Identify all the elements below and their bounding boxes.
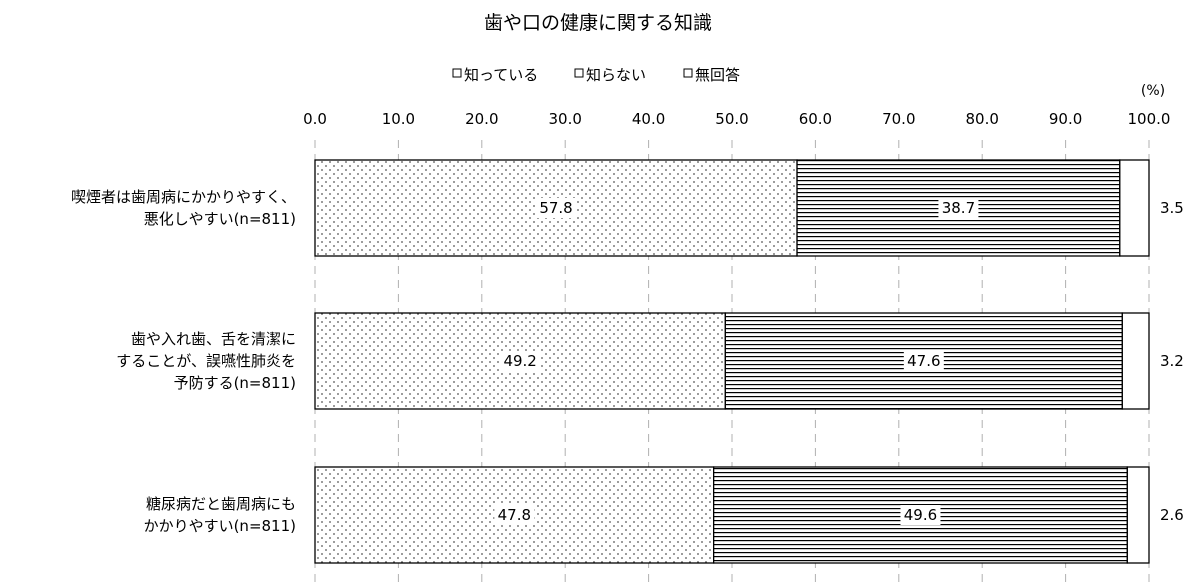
data-label: 47.8 xyxy=(498,506,531,524)
legend-label-series-2: 無回答 xyxy=(695,66,740,84)
x-axis-ticks: 0.0 10.0 20.0 30.0 40.0 50.0 60.0 70.0 80.0 90.0 1… xyxy=(303,110,1170,128)
data-label: 3.5 xyxy=(1160,199,1184,217)
legend-label-series-1: 知らない xyxy=(586,66,646,84)
x-tick-label: 30.0 xyxy=(548,110,581,128)
category-label-line: 歯や入れ歯、舌を清潔に xyxy=(131,330,296,348)
category-label-line: することが、誤嚥性肺炎を xyxy=(116,352,296,370)
category-labels: 喫煙者は歯周病にかかりやすく、悪化しやすい(n=811) 歯や入れ歯、舌を清潔にす… xyxy=(71,188,296,535)
legend: 知っている 知らない 無回答 xyxy=(452,66,740,84)
data-label-background xyxy=(900,505,941,525)
legend-item-series-0: 知っている xyxy=(452,66,538,84)
legend-swatch-series-1 xyxy=(574,68,584,78)
data-label: 2.6 xyxy=(1160,506,1184,524)
bars: 57.8 38.7 3.5 49.2 47.6 3.2 47.8 49.6 2.6 xyxy=(314,159,1184,564)
x-tick-label: 90.0 xyxy=(1049,110,1082,128)
legend-item-series-1: 知らない xyxy=(574,66,646,84)
bar-segment-series-2 xyxy=(1121,312,1150,410)
chart-title: 歯や口の健康に関する知識 xyxy=(484,12,712,34)
x-tick-label: 50.0 xyxy=(715,110,748,128)
x-tick-label: 20.0 xyxy=(465,110,498,128)
data-label-background xyxy=(500,351,541,371)
category-label-line: 糖尿病だと歯周病にも xyxy=(146,495,296,513)
x-tick-label: 10.0 xyxy=(382,110,415,128)
bar-segment-series-2 xyxy=(1119,159,1150,257)
x-tick-label: 70.0 xyxy=(882,110,915,128)
data-label: 38.7 xyxy=(942,199,975,217)
legend-item-series-2: 無回答 xyxy=(683,66,740,84)
category-label-line: かかりやすい(n=811) xyxy=(144,517,296,535)
category-label-line: 予防する(n=811) xyxy=(174,374,296,392)
data-label-background xyxy=(494,505,535,525)
x-tick-label: 40.0 xyxy=(632,110,665,128)
data-label: 49.2 xyxy=(503,352,536,370)
unit-label: (%) xyxy=(1141,83,1165,99)
data-label: 49.6 xyxy=(904,506,937,524)
data-label-background xyxy=(903,351,944,371)
data-label-background xyxy=(938,198,979,218)
legend-swatch-series-0 xyxy=(452,68,462,78)
legend-swatch-series-2 xyxy=(683,68,693,78)
data-label: 47.6 xyxy=(907,352,940,370)
legend-label-series-0: 知っている xyxy=(464,66,538,84)
x-tick-label: 80.0 xyxy=(965,110,998,128)
bar-segment-series-2 xyxy=(1126,466,1150,564)
data-label: 57.8 xyxy=(539,199,572,217)
x-tick-label: 0.0 xyxy=(303,110,327,128)
data-label-background xyxy=(536,198,577,218)
category-label-line: 喫煙者は歯周病にかかりやすく、 xyxy=(71,188,296,206)
x-tick-label: 100.0 xyxy=(1128,110,1171,128)
x-tick-label: 60.0 xyxy=(799,110,832,128)
category-label-line: 悪化しやすい(n=811) xyxy=(144,210,296,228)
data-label: 3.2 xyxy=(1160,352,1184,370)
